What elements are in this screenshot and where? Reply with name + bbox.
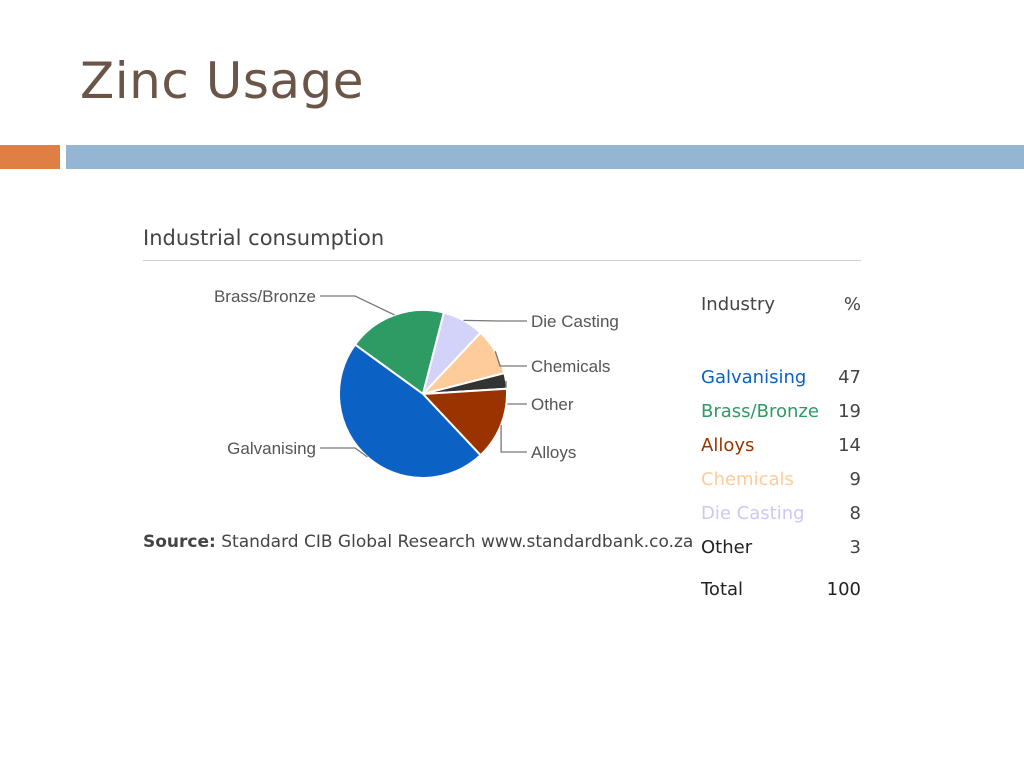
leader-line-alloys bbox=[500, 424, 527, 453]
source-note: Source: Standard CIB Global Research www… bbox=[143, 532, 693, 552]
legend-row-name: Die Casting bbox=[701, 503, 805, 524]
title-divider bbox=[143, 260, 861, 261]
leader-line-galvanising bbox=[320, 447, 368, 458]
legend-total-label: Total bbox=[701, 579, 744, 600]
accent-bar-orange bbox=[0, 145, 60, 169]
legend-header-percent: % bbox=[843, 294, 861, 315]
pie-slice-alloys bbox=[420, 387, 508, 457]
legend-row: Brass/Bronze 19 bbox=[701, 401, 861, 427]
source-label: Source: bbox=[143, 532, 216, 552]
legend-row-value: 47 bbox=[838, 367, 861, 388]
legend-row-name: Other bbox=[701, 537, 753, 558]
pie-label-galvanising: Galvanising bbox=[227, 439, 316, 458]
legend-row-value: 9 bbox=[849, 469, 861, 490]
source-text: Standard CIB Global Research www.standar… bbox=[221, 532, 694, 552]
legend-row: Chemicals 9 bbox=[701, 469, 861, 495]
legend-row-value: 3 bbox=[849, 537, 861, 558]
pie-label-die-casting: Die Casting bbox=[531, 312, 619, 331]
legend-row-value: 8 bbox=[849, 503, 861, 524]
pie-label-brass-bronze: Brass/Bronze bbox=[214, 287, 316, 306]
legend-row: Alloys 14 bbox=[701, 435, 861, 461]
legend-header: Industry % bbox=[701, 294, 861, 320]
legend-row-value: 14 bbox=[838, 435, 861, 456]
leader-line-die-casting bbox=[463, 319, 527, 322]
leader-line-other bbox=[505, 380, 527, 405]
slide-title: Zinc Usage bbox=[80, 52, 365, 110]
leader-line-brass-bronze bbox=[320, 295, 395, 316]
legend-row-name: Galvanising bbox=[701, 367, 807, 388]
legend-row-name: Brass/Bronze bbox=[701, 401, 819, 422]
legend-row-name: Chemicals bbox=[701, 469, 794, 490]
legend-row: Galvanising 47 bbox=[701, 367, 861, 393]
pie-slice-galvanising bbox=[338, 343, 482, 479]
legend-total: Total 100 bbox=[701, 579, 861, 605]
legend-header-industry: Industry bbox=[701, 294, 776, 315]
leader-line-chemicals bbox=[494, 351, 527, 367]
pie-chart: Brass/Bronze Die Casting Chemicals Other All… bbox=[214, 287, 619, 479]
accent-bar-blue bbox=[66, 145, 1024, 169]
pie-slice-brass-bronze bbox=[353, 309, 446, 396]
legend-row: Other 3 bbox=[701, 537, 861, 563]
legend-row-name: Alloys bbox=[701, 435, 755, 456]
legend-total-value: 100 bbox=[826, 579, 861, 600]
pie-label-chemicals: Chemicals bbox=[531, 357, 610, 376]
legend-row: Die Casting 8 bbox=[701, 503, 861, 529]
chart-title: Industrial consumption bbox=[143, 226, 385, 250]
pie-label-other: Other bbox=[531, 395, 574, 414]
pie-label-alloys: Alloys bbox=[531, 443, 576, 462]
legend-row-value: 19 bbox=[838, 401, 861, 422]
